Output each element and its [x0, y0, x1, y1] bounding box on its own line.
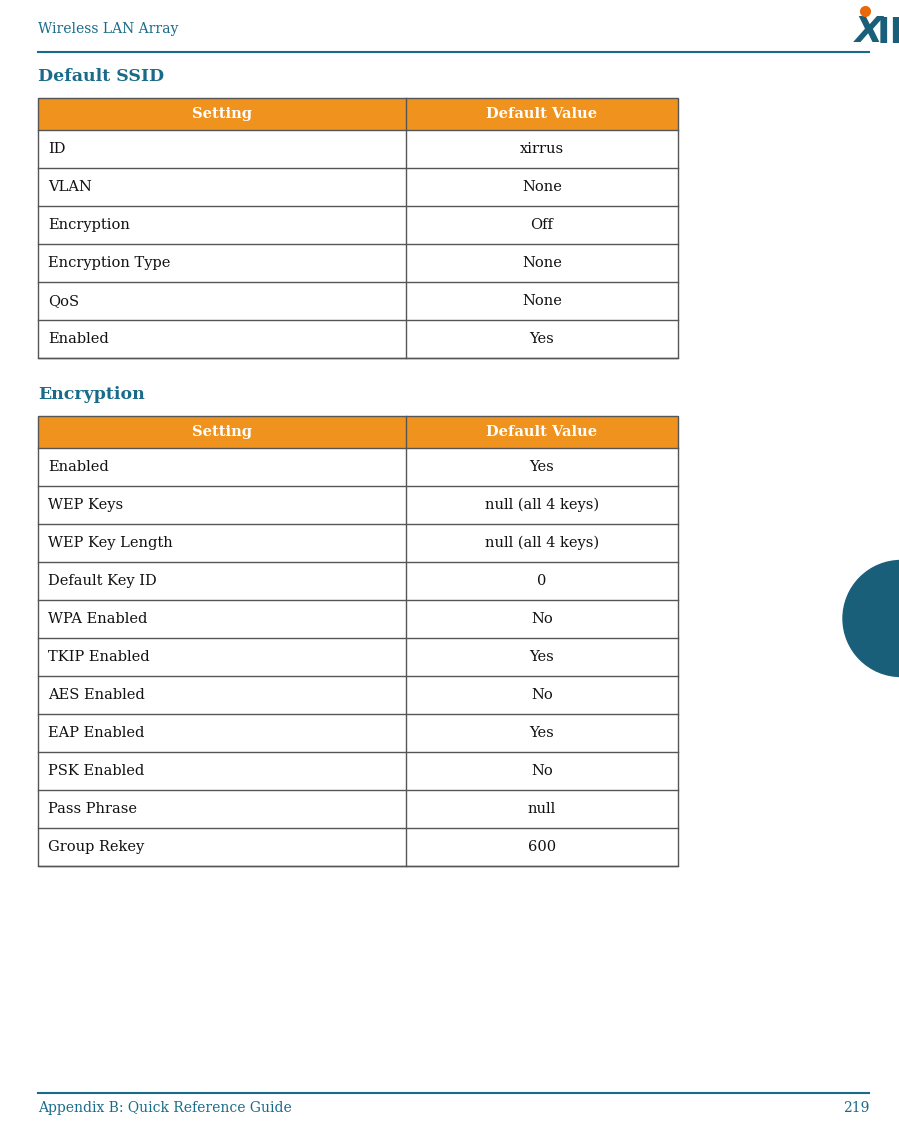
Text: 0: 0: [538, 574, 547, 588]
Text: WEP Keys: WEP Keys: [48, 498, 123, 512]
Text: No: No: [531, 688, 553, 702]
Text: Enabled: Enabled: [48, 460, 109, 475]
Text: Encryption Type: Encryption Type: [48, 256, 171, 270]
Text: None: None: [522, 294, 562, 308]
Text: X: X: [855, 15, 883, 49]
Text: Appendix B: Quick Reference Guide: Appendix B: Quick Reference Guide: [38, 1100, 292, 1115]
Bar: [38, 486, 678, 523]
Text: PSK Enabled: PSK Enabled: [48, 764, 144, 778]
Text: Encryption: Encryption: [38, 386, 145, 403]
Text: null (all 4 keys): null (all 4 keys): [485, 536, 599, 550]
Text: Setting: Setting: [192, 424, 252, 439]
Bar: [38, 600, 678, 638]
Bar: [38, 828, 678, 866]
Bar: [38, 244, 678, 282]
Circle shape: [843, 561, 899, 676]
Text: EAP Enabled: EAP Enabled: [48, 726, 145, 740]
Text: QoS: QoS: [48, 294, 79, 308]
Text: 600: 600: [528, 840, 556, 854]
Text: null: null: [528, 802, 556, 816]
Text: No: No: [531, 612, 553, 626]
Text: AES Enabled: AES Enabled: [48, 688, 145, 702]
Text: Yes: Yes: [530, 726, 555, 740]
Text: Yes: Yes: [530, 460, 555, 475]
Text: xirrus: xirrus: [520, 142, 564, 156]
Text: Default Value: Default Value: [486, 424, 598, 439]
Bar: [38, 206, 678, 244]
Bar: [38, 523, 678, 562]
Text: Encryption: Encryption: [48, 218, 129, 232]
Text: Pass Phrase: Pass Phrase: [48, 802, 137, 816]
Text: IRRUS: IRRUS: [877, 15, 899, 49]
Text: Setting: Setting: [192, 107, 252, 121]
Bar: [38, 320, 678, 358]
Bar: [38, 282, 678, 320]
Text: None: None: [522, 256, 562, 270]
Bar: [38, 562, 678, 600]
Bar: [38, 417, 678, 866]
Text: Default SSID: Default SSID: [38, 68, 165, 85]
Text: WPA Enabled: WPA Enabled: [48, 612, 147, 626]
Text: Yes: Yes: [530, 650, 555, 663]
Bar: [38, 676, 678, 714]
Text: None: None: [522, 180, 562, 193]
Text: No: No: [531, 764, 553, 778]
Text: TKIP Enabled: TKIP Enabled: [48, 650, 149, 663]
Bar: [38, 638, 678, 676]
Text: Default Key ID: Default Key ID: [48, 574, 156, 588]
Text: 219: 219: [842, 1100, 869, 1115]
Text: WEP Key Length: WEP Key Length: [48, 536, 173, 550]
Text: VLAN: VLAN: [48, 180, 92, 193]
Bar: [38, 790, 678, 828]
Bar: [38, 98, 678, 130]
Text: Off: Off: [530, 218, 554, 232]
Text: Default Value: Default Value: [486, 107, 598, 121]
Text: Enabled: Enabled: [48, 332, 109, 346]
Bar: [38, 752, 678, 790]
Bar: [38, 168, 678, 206]
Text: Yes: Yes: [530, 332, 555, 346]
Bar: [38, 448, 678, 486]
Text: Wireless LAN Array: Wireless LAN Array: [38, 22, 178, 36]
Bar: [38, 714, 678, 752]
Text: null (all 4 keys): null (all 4 keys): [485, 497, 599, 512]
Text: Group Rekey: Group Rekey: [48, 840, 144, 854]
Bar: [38, 417, 678, 448]
Bar: [38, 98, 678, 358]
Bar: [38, 130, 678, 168]
Text: ID: ID: [48, 142, 66, 156]
